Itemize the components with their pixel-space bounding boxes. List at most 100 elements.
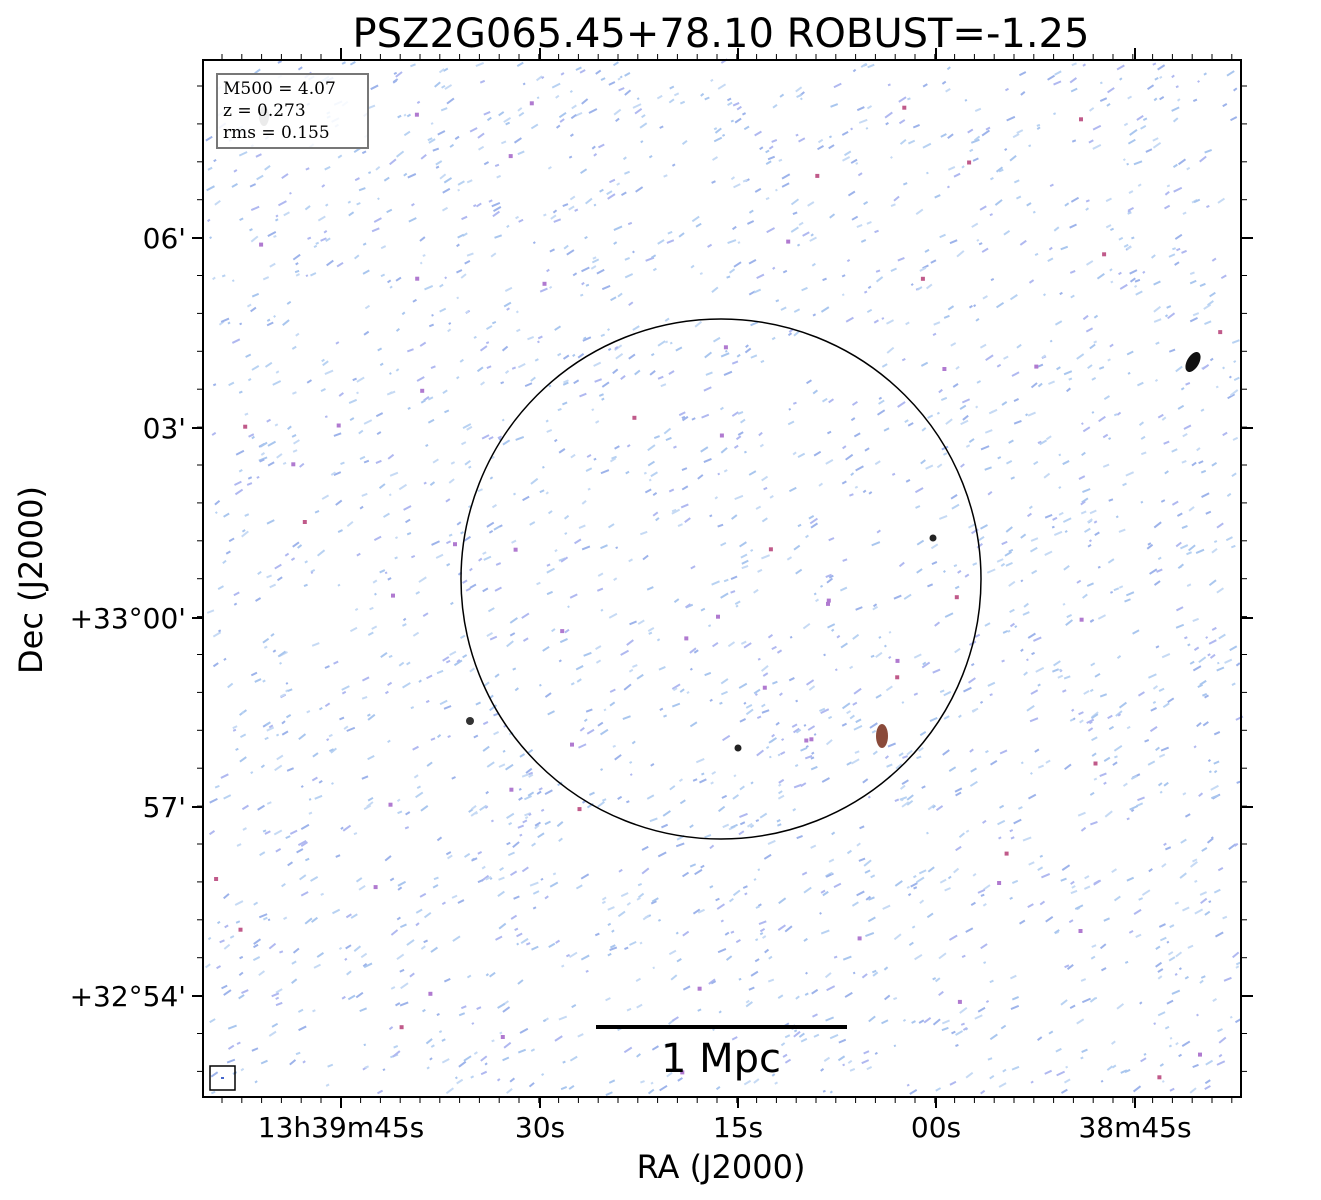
noise: [768, 145, 774, 150]
noise: [489, 476, 494, 480]
noise: [1044, 1069, 1053, 1075]
noise: [1143, 1053, 1147, 1056]
noise: [961, 954, 966, 958]
noise: [778, 783, 782, 787]
noise: [1080, 1056, 1084, 1060]
noise: [1115, 515, 1119, 519]
noise: [629, 620, 637, 626]
source: [734, 744, 742, 752]
noise: [755, 905, 760, 909]
noise: [383, 176, 390, 182]
noise: [529, 521, 536, 526]
noise: [1064, 202, 1070, 207]
noise: [682, 930, 690, 937]
noise: [849, 714, 855, 720]
noise: [969, 780, 978, 787]
noise: [1058, 511, 1064, 516]
noise: [774, 1081, 778, 1085]
noise: [1127, 138, 1136, 145]
noise: [682, 985, 691, 991]
noise: [341, 61, 346, 65]
noise: [517, 362, 526, 369]
noise: [1005, 561, 1013, 567]
noise: [898, 752, 904, 757]
noise: [681, 415, 686, 419]
noise: [1057, 674, 1064, 679]
noise: [802, 231, 810, 237]
noise: [1233, 376, 1240, 382]
noise: [657, 239, 665, 245]
noise: [430, 365, 436, 370]
noise: [946, 66, 951, 71]
noise: [231, 279, 235, 283]
noise: [1037, 764, 1045, 769]
noise: [739, 812, 748, 819]
noise: [464, 459, 471, 466]
noise: [402, 617, 407, 622]
noise: [420, 399, 426, 404]
noise: [730, 930, 735, 934]
noise: [964, 573, 970, 578]
noise: [648, 155, 653, 159]
noise: [731, 514, 738, 520]
noise: [628, 668, 634, 673]
noise: [555, 94, 560, 99]
noise: [998, 836, 1002, 840]
noise: [632, 325, 640, 331]
noise: [461, 215, 468, 221]
noise: [819, 707, 826, 712]
noise: [962, 414, 969, 421]
noise: [849, 1068, 856, 1072]
noise: [955, 1030, 964, 1036]
noise: [259, 242, 264, 247]
noise: [250, 306, 257, 313]
noise: [395, 368, 400, 372]
noise: [235, 920, 241, 924]
noise: [1157, 413, 1164, 419]
noise: [462, 654, 468, 659]
noise: [420, 154, 427, 160]
noise: [396, 150, 405, 158]
noise: [650, 254, 657, 259]
noise: [1035, 666, 1045, 673]
noise: [542, 1019, 547, 1023]
noise: [457, 188, 461, 192]
noise: [1058, 486, 1062, 490]
noise: [748, 209, 754, 214]
noise: [1199, 979, 1204, 984]
noise: [446, 97, 455, 105]
noise: [866, 308, 873, 314]
noise: [609, 178, 616, 184]
noise: [541, 75, 545, 80]
noise: [285, 714, 292, 719]
noise: [1118, 236, 1124, 241]
noise: [669, 785, 676, 791]
noise: [236, 1041, 241, 1045]
noise: [362, 962, 368, 968]
noise: [441, 84, 446, 89]
noise: [792, 401, 797, 405]
noise: [1039, 439, 1048, 446]
noise: [894, 880, 903, 887]
noise: [1054, 320, 1063, 326]
noise: [768, 755, 772, 759]
noise: [935, 805, 944, 812]
noise: [771, 1073, 776, 1077]
noise: [1124, 598, 1131, 603]
noise: [608, 81, 616, 86]
noise: [548, 384, 552, 388]
noise: [1109, 227, 1115, 232]
noise: [328, 748, 335, 753]
noise: [970, 767, 977, 773]
noise: [878, 399, 885, 405]
noise: [886, 763, 893, 768]
noise: [620, 649, 630, 656]
noise: [1128, 929, 1134, 934]
noise: [772, 680, 778, 685]
noise: [255, 597, 262, 602]
noise: [682, 871, 690, 878]
noise: [810, 522, 819, 529]
noise: [497, 1002, 506, 1009]
noise: [675, 931, 679, 935]
noise: [1232, 436, 1239, 441]
